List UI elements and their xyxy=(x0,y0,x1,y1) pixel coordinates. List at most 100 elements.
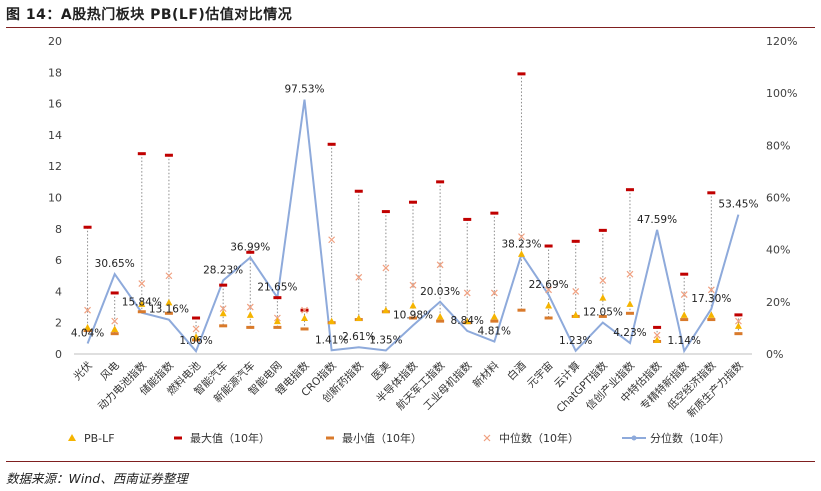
median-marker xyxy=(490,289,498,297)
median-marker xyxy=(192,325,200,333)
y-left-tick-label: 2 xyxy=(55,317,62,330)
legend-swatch-dash xyxy=(326,436,334,440)
max-marker xyxy=(409,200,417,204)
legend-label: PB-LF xyxy=(84,432,115,445)
pb-marker xyxy=(463,317,471,325)
percentile-data-label: 4.23% xyxy=(613,327,646,339)
pb-marker xyxy=(355,314,363,322)
min-marker xyxy=(544,316,553,320)
pb-marker xyxy=(273,317,281,325)
median-marker xyxy=(626,270,634,278)
pb-marker xyxy=(246,311,254,318)
percentile-data-label: 38.23% xyxy=(501,238,541,250)
percentile-data-label: 4.81% xyxy=(478,325,511,337)
percentile-data-label: 47.59% xyxy=(637,214,677,226)
min-marker xyxy=(436,319,445,323)
max-marker xyxy=(598,228,607,232)
y-left-tick-label: 6 xyxy=(55,254,62,267)
max-marker xyxy=(327,142,336,146)
legend-swatch-dash xyxy=(174,436,182,440)
max-marker xyxy=(354,189,363,193)
y-right-tick-label: 60% xyxy=(766,192,790,205)
page-title: 图 14：A股热门板块 PB(LF)估值对比情况 xyxy=(6,7,293,23)
pb-marker xyxy=(626,300,634,307)
median-marker-stroke xyxy=(111,317,119,325)
median-marker xyxy=(707,286,715,294)
median-marker xyxy=(138,280,146,287)
legend-label: 最大值（10年） xyxy=(190,431,270,445)
percentile-data-label: 2.61% xyxy=(342,331,375,343)
bottom-rule xyxy=(6,461,815,462)
pb-marker xyxy=(84,323,92,331)
max-marker xyxy=(517,72,526,76)
median-marker-stroke xyxy=(192,325,200,333)
max-marker xyxy=(653,325,662,329)
median-marker xyxy=(680,291,688,298)
min-marker xyxy=(409,316,417,320)
y-left-tick-label: 8 xyxy=(55,223,62,236)
median-marker-stroke xyxy=(328,236,336,244)
pb-marker xyxy=(436,312,444,320)
median-marker-stroke xyxy=(138,280,146,287)
y-right-tick-label: 80% xyxy=(766,139,790,152)
category-label: 光伏 xyxy=(71,359,95,383)
min-marker xyxy=(490,319,499,323)
pb-marker xyxy=(545,301,553,309)
category-label: 新材料 xyxy=(470,359,502,391)
min-marker xyxy=(517,308,526,312)
median-marker xyxy=(545,286,553,294)
median-marker-stroke xyxy=(84,306,91,314)
pb-marker xyxy=(409,301,417,309)
median-marker-stroke xyxy=(355,273,363,281)
min-marker xyxy=(734,332,743,336)
min-marker xyxy=(83,329,92,333)
median-marker xyxy=(572,287,580,295)
min-marker xyxy=(164,311,173,315)
min-marker xyxy=(246,325,255,329)
y-right-tick-label: 40% xyxy=(766,244,790,257)
max-marker xyxy=(680,272,689,276)
max-marker xyxy=(436,180,445,184)
median-marker-stroke xyxy=(680,291,688,298)
max-marker xyxy=(137,152,146,156)
median-marker-stroke xyxy=(599,277,607,284)
legend-swatch-dot xyxy=(631,435,637,441)
category-label: 医美 xyxy=(369,359,393,383)
max-marker xyxy=(707,191,716,195)
max-marker xyxy=(381,210,390,214)
median-marker-stroke xyxy=(572,287,580,295)
percentile-data-label: 1.06% xyxy=(179,335,212,347)
y-right-tick-label: 0% xyxy=(766,348,783,361)
min-marker xyxy=(192,338,201,342)
pb-marker xyxy=(490,312,498,320)
pb-marker xyxy=(328,317,336,325)
category-label: 元宇宙 xyxy=(524,359,555,390)
percentile-data-label: 17.30% xyxy=(691,293,731,305)
median-marker-stroke xyxy=(382,264,390,272)
top-rule xyxy=(6,27,815,28)
percentile-data-label: 1.35% xyxy=(369,334,402,346)
percentile-data-label: 28.23% xyxy=(203,264,243,276)
percentile-data-label: 1.41% xyxy=(315,334,348,346)
pb-marker xyxy=(192,333,200,340)
y-left-tick-label: 14 xyxy=(48,129,62,142)
min-marker xyxy=(219,324,228,328)
percentile-data-label: 15.84% xyxy=(122,297,162,309)
min-marker xyxy=(625,311,634,315)
median-marker-stroke xyxy=(545,286,553,294)
legend-item: 最大值（10年） xyxy=(174,431,270,445)
percentile-line xyxy=(86,99,740,354)
y-left-tick-label: 10 xyxy=(48,192,62,205)
max-marker xyxy=(625,188,634,192)
max-marker xyxy=(246,250,255,254)
median-marker-stroke xyxy=(246,303,254,311)
pb-marker xyxy=(517,250,525,257)
legend-item: 分位数（10年） xyxy=(622,431,730,445)
legend-item: 最小值（10年） xyxy=(326,431,422,445)
category-label: 风电 xyxy=(98,359,122,383)
legend-item: PB-LF xyxy=(68,432,115,445)
percentile-data-label: 10.98% xyxy=(393,309,433,321)
min-marker xyxy=(680,318,689,322)
y-right-tick-label: 20% xyxy=(766,296,790,309)
max-marker xyxy=(273,296,282,300)
